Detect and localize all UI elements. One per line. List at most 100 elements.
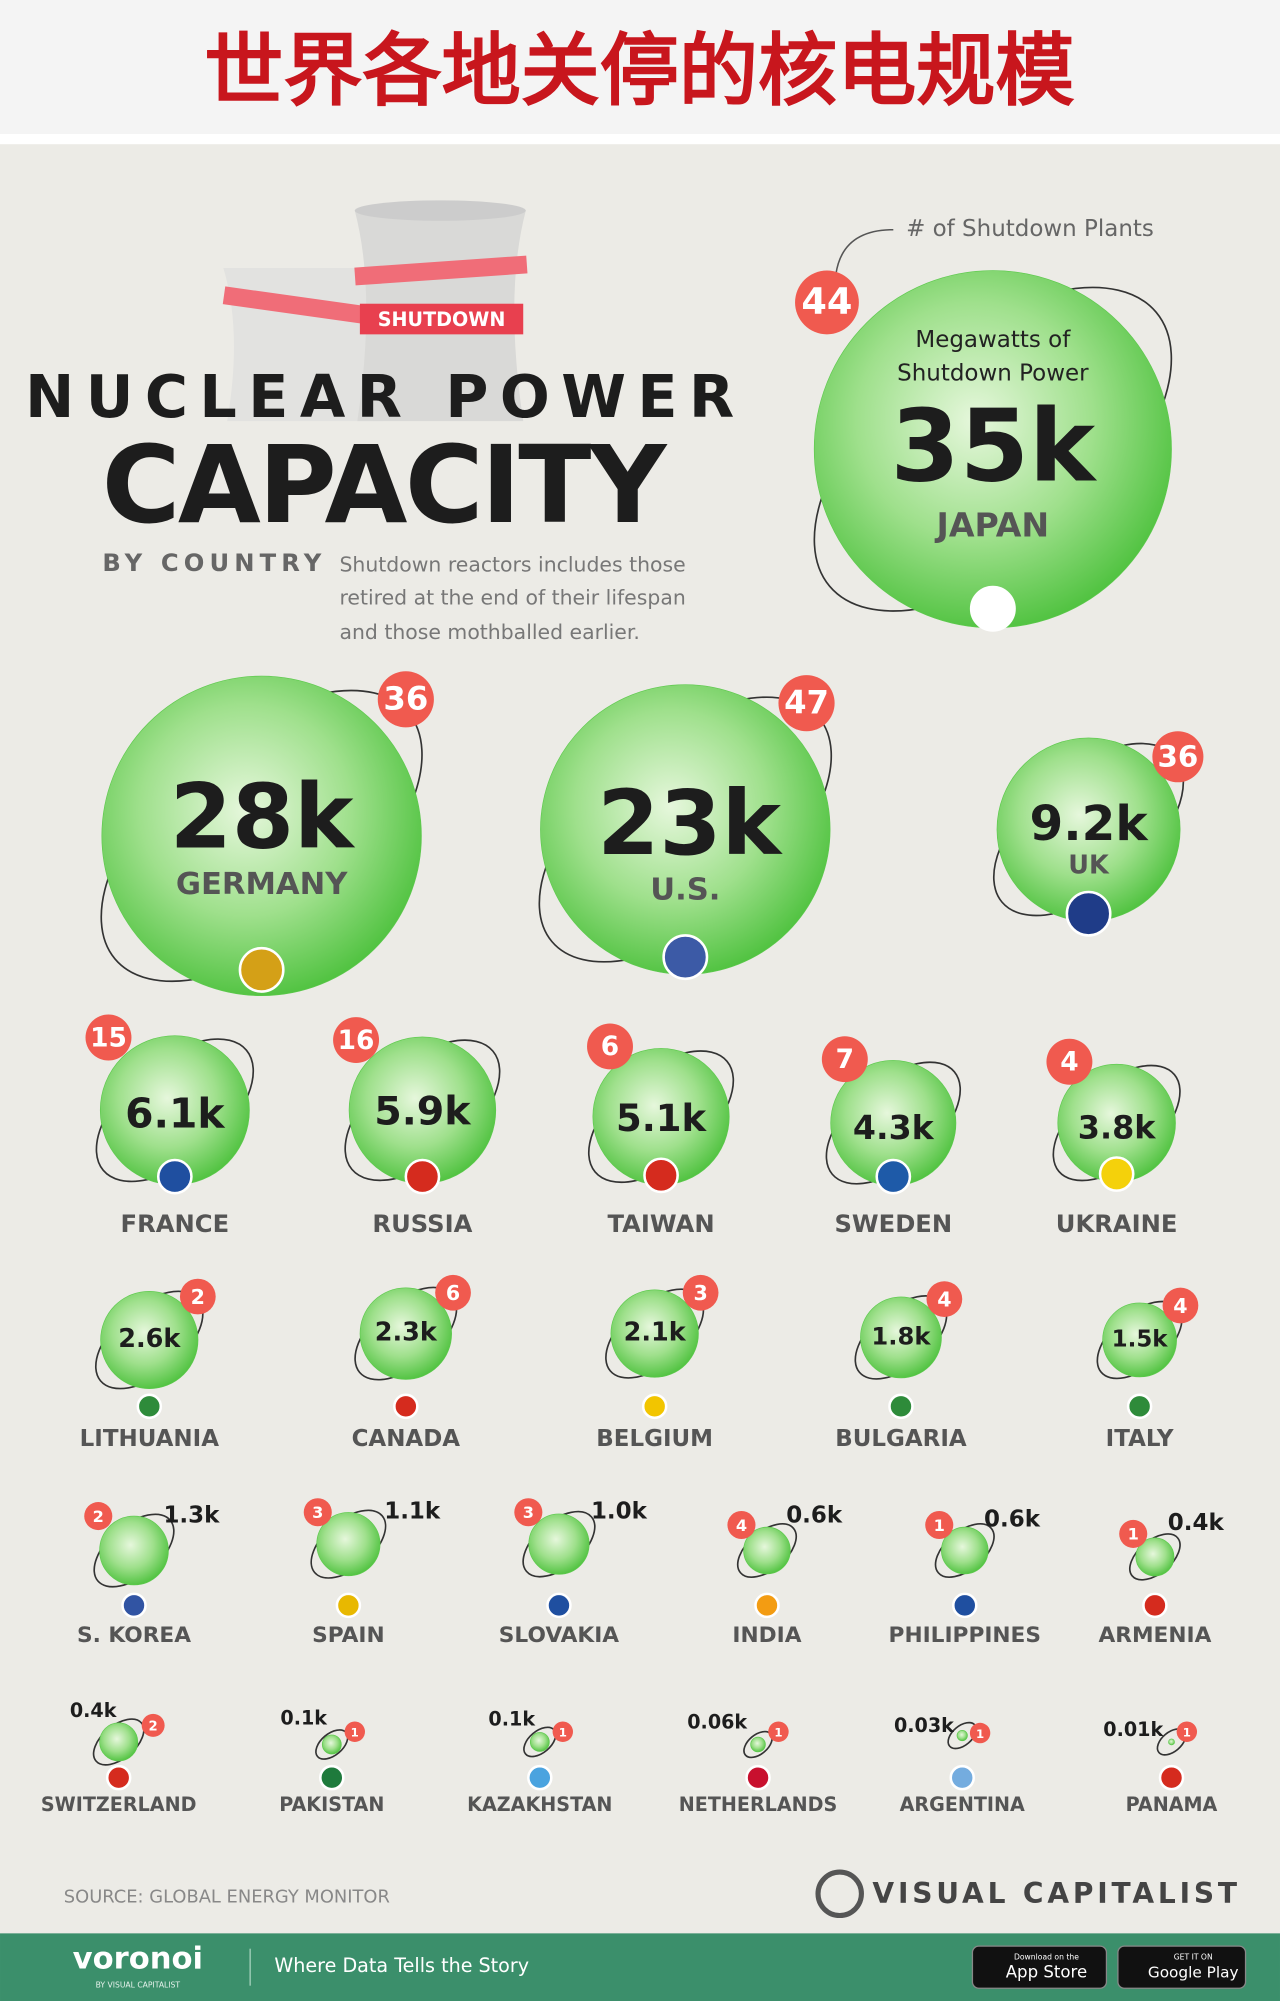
size-label: Shutdown Power: [897, 360, 1089, 386]
flag: [1142, 1592, 1168, 1619]
count-label: 2: [149, 1720, 158, 1735]
count-label: 1: [934, 1516, 945, 1535]
country-label: UK: [1068, 851, 1110, 881]
country-label: KAZAKHSTAN: [467, 1793, 612, 1816]
value-label: 0.1k: [280, 1706, 328, 1729]
value-label: 0.03k: [894, 1714, 955, 1737]
bubble: [529, 1732, 550, 1752]
value-label: 6.1k: [125, 1090, 225, 1138]
count-badge: [1119, 1519, 1148, 1548]
country-label: NETHERLANDS: [679, 1793, 838, 1816]
count-label: 44: [801, 280, 852, 323]
country-label: ITALY: [1106, 1426, 1174, 1452]
count-label: 2: [93, 1507, 104, 1526]
value-label: 0.01k: [1103, 1718, 1164, 1741]
count-label: 3: [693, 1281, 707, 1305]
flag: [745, 1764, 771, 1791]
count-badge: [821, 1036, 868, 1083]
flag: [949, 1764, 975, 1791]
flag: [136, 1393, 163, 1420]
count-label: 36: [1157, 740, 1198, 774]
value-label: 0.4k: [1168, 1510, 1225, 1536]
note-line: and those mothballed earlier.: [339, 620, 639, 644]
count-label: 1: [774, 1726, 782, 1740]
count-badge: [333, 1017, 380, 1064]
app-store-button[interactable]: [971, 1945, 1108, 1989]
bubble: [101, 675, 422, 996]
count-label: 3: [523, 1503, 534, 1522]
value-label: 2.3k: [375, 1318, 438, 1348]
bubble: [528, 1513, 590, 1575]
flag: [662, 934, 709, 981]
bubble: [359, 1287, 452, 1380]
value-label: 3.8k: [1078, 1108, 1156, 1146]
value-label: 0.6k: [786, 1503, 843, 1529]
value-label: 0.1k: [488, 1708, 536, 1731]
flag: [969, 585, 1016, 632]
count-label: 16: [338, 1025, 375, 1056]
flag: [1158, 1764, 1185, 1791]
country-label: PAKISTAN: [279, 1793, 384, 1816]
bubble: [743, 1526, 791, 1575]
value-label: 1.5k: [1112, 1326, 1169, 1352]
google-play-text: GET IT ON: [1174, 1953, 1213, 1962]
country-label: ARGENTINA: [900, 1793, 1025, 1816]
value-label: 1.0k: [591, 1499, 648, 1525]
count-badge: [1046, 1038, 1093, 1085]
count-label: 4: [1060, 1047, 1078, 1078]
country-label: CANADA: [352, 1426, 461, 1452]
chart-title: NUCLEAR POWER: [25, 363, 746, 431]
count-label: 36: [383, 680, 428, 718]
note-line: Shutdown reactors includes those: [339, 552, 685, 576]
count-badge: [1162, 1287, 1199, 1324]
flag: [1098, 1156, 1135, 1192]
count-badge: [85, 1014, 132, 1061]
bubble: [941, 1526, 989, 1575]
bubble: [1168, 1738, 1175, 1746]
count-label: 7: [836, 1044, 854, 1075]
count-badge: [435, 1274, 471, 1311]
country-label: INDIA: [732, 1623, 801, 1648]
footer-logo: voronoi: [73, 1942, 203, 1977]
count-badge: [778, 675, 835, 732]
count-badge: [303, 1498, 332, 1527]
value-label: 0.4k: [70, 1699, 118, 1722]
flag: [754, 1592, 780, 1619]
count-label: 4: [736, 1516, 747, 1535]
count-label: 1: [1183, 1726, 1191, 1740]
flag: [952, 1592, 978, 1619]
country-label: PHILIPPINES: [889, 1623, 1041, 1648]
count-pointer: [835, 228, 894, 275]
source: SOURCE: GLOBAL ENERGY MONITOR: [64, 1887, 390, 1908]
bubble: [100, 1290, 199, 1389]
country-label: SWEDEN: [834, 1209, 952, 1238]
count-badge: [344, 1721, 365, 1742]
value-label: 1.8k: [871, 1321, 931, 1350]
country-label: U.S.: [650, 872, 720, 907]
flag: [546, 1592, 572, 1619]
country-label: SPAIN: [312, 1623, 385, 1648]
count-badge: [377, 671, 434, 728]
flag: [335, 1592, 362, 1619]
flag: [527, 1764, 553, 1791]
country-label: BELGIUM: [596, 1426, 713, 1452]
value-label: 9.2k: [1029, 796, 1149, 852]
country-label: FRANCE: [121, 1209, 230, 1238]
brand-logo: [815, 1869, 864, 1919]
count-label: 1: [976, 1727, 984, 1741]
country-label: PANAMA: [1126, 1793, 1218, 1816]
google-play-text: Google Play: [1148, 1963, 1239, 1981]
value-label: 4.3k: [853, 1108, 935, 1147]
count-label: 1: [559, 1726, 567, 1740]
value-label: 2.1k: [624, 1318, 687, 1348]
count-badge: [84, 1502, 113, 1531]
google-play-button[interactable]: [1117, 1945, 1247, 1989]
subtitle: BY COUNTRY: [102, 548, 326, 577]
value-label: 5.9k: [374, 1089, 472, 1135]
footer-logo-sub: BY VISUAL CAPITALIST: [96, 1981, 181, 1990]
flag: [319, 1764, 345, 1791]
country-label: SLOVAKIA: [499, 1623, 619, 1648]
chart-title-2: CAPACITY: [102, 424, 668, 548]
